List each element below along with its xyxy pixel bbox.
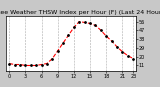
Title: Milwaukee Weather THSW Index per Hour (F) (Last 24 Hours): Milwaukee Weather THSW Index per Hour (F… [0,10,160,15]
